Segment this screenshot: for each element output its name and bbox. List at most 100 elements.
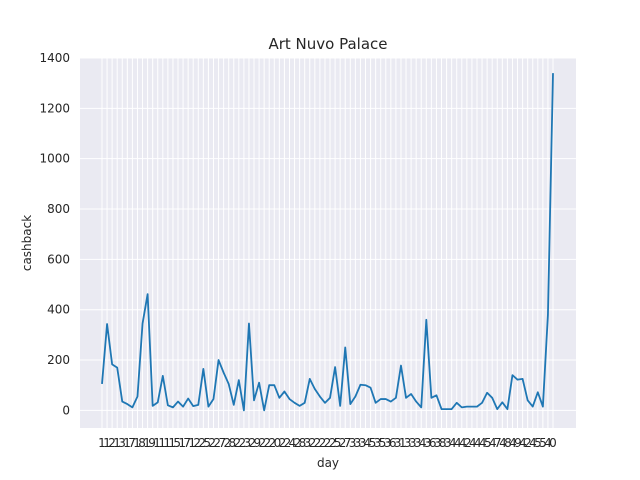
x-tick-label: 0	[274, 436, 282, 450]
x-tick-label: 2	[108, 436, 116, 450]
x-tick-label: 4	[289, 436, 297, 450]
x-tick-label: 1	[153, 436, 161, 450]
x-tick-label: 2	[464, 436, 472, 450]
y-tick-labels: 0 200 400 600 800 1000 1200 1400	[39, 51, 70, 417]
x-tick-label: 3	[444, 436, 452, 450]
x-tick-label: 9	[148, 436, 156, 450]
x-tick-label: 8	[504, 436, 512, 450]
x-tick-label: 3	[304, 436, 312, 450]
x-tick-label: 1	[143, 436, 151, 450]
chart-title: Art Nuvo Palace	[268, 35, 387, 53]
x-tick-label: 4	[459, 436, 467, 450]
y-tick-label: 1400	[39, 51, 70, 65]
x-tick-label: 3	[434, 436, 442, 450]
x-tick-label: 2	[193, 436, 201, 450]
x-tick-label: 0	[549, 436, 557, 450]
x-tick-label: 6	[429, 436, 437, 450]
x-tick-label: 5	[369, 436, 377, 450]
y-tick-label: 200	[47, 353, 70, 367]
x-tick-label: 2	[329, 436, 337, 450]
x-tick-label: 4	[489, 436, 497, 450]
x-tick-label: 3	[354, 436, 362, 450]
x-tick-label: 4	[469, 436, 477, 450]
x-tick-label: 4	[519, 436, 527, 450]
x-tick-label: 2	[223, 436, 231, 450]
x-tick-label: 2	[213, 436, 221, 450]
x-tick-label: 7	[494, 436, 502, 450]
x-tick-label: 2	[198, 436, 206, 450]
x-tick-label: 8	[299, 436, 307, 450]
x-tick-label: 4	[544, 436, 552, 450]
x-tick-label: 1	[399, 436, 407, 450]
x-tick-label: 4	[479, 436, 487, 450]
x-tick-label: 2	[269, 436, 277, 450]
x-tick-label: 3	[349, 436, 357, 450]
x-tick-label: 3	[414, 436, 422, 450]
x-tick-label: 1	[98, 436, 106, 450]
x-tick-label: 2	[324, 436, 332, 450]
x-tick-label: 4	[454, 436, 462, 450]
x-tick-label: 2	[208, 436, 216, 450]
x-tick-label: 3	[118, 436, 126, 450]
x-tick-label: 7	[218, 436, 226, 450]
x-tick-label: 9	[514, 436, 522, 450]
x-tick-label: 3	[359, 436, 367, 450]
x-tick-label: 8	[228, 436, 236, 450]
plot-area	[80, 58, 576, 428]
x-tick-labels: 1121317181911115171225227282232922202242…	[98, 436, 557, 450]
x-tick-label: 5	[539, 436, 547, 450]
x-tick-label: 1	[133, 436, 141, 450]
x-tick-label: 2	[279, 436, 287, 450]
x-axis-label: day	[317, 456, 339, 470]
x-tick-label: 1	[178, 436, 186, 450]
x-tick-label: 1	[188, 436, 196, 450]
y-tick-label: 1200	[39, 101, 70, 115]
x-tick-label: 8	[138, 436, 146, 450]
x-tick-label: 4	[509, 436, 517, 450]
x-tick-label: 1	[168, 436, 176, 450]
x-tick-label: 5	[173, 436, 181, 450]
x-tick-label: 2	[339, 436, 347, 450]
x-tick-label: 9	[254, 436, 262, 450]
x-tick-label: 5	[379, 436, 387, 450]
x-tick-label: 6	[389, 436, 397, 450]
x-tick-label: 1	[113, 436, 121, 450]
x-tick-label: 4	[449, 436, 457, 450]
x-tick-label: 3	[409, 436, 417, 450]
y-tick-label: 0	[62, 403, 70, 417]
x-tick-label: 3	[404, 436, 412, 450]
x-tick-label: 2	[249, 436, 257, 450]
x-tick-label: 7	[183, 436, 191, 450]
series-line	[101, 73, 554, 412]
x-tick-label: 3	[384, 436, 392, 450]
x-tick-label: 4	[474, 436, 482, 450]
y-tick-label: 400	[47, 303, 70, 317]
x-tick-label: 3	[374, 436, 382, 450]
y-axis-label: cashback	[20, 215, 34, 271]
y-tick-label: 1000	[39, 152, 70, 166]
x-tick-label: 2	[284, 436, 292, 450]
x-tick-label: 2	[259, 436, 267, 450]
x-tick-label: 7	[128, 436, 136, 450]
x-tick-label: 2	[314, 436, 322, 450]
x-tick-label: 3	[394, 436, 402, 450]
x-tick-label: 2	[264, 436, 272, 450]
x-tick-label: 4	[364, 436, 372, 450]
x-tick-label: 1	[103, 436, 111, 450]
x-tick-label: 3	[424, 436, 432, 450]
x-gridlines	[101, 58, 554, 428]
x-tick-label: 5	[484, 436, 492, 450]
x-tick-label: 4	[529, 436, 537, 450]
x-tick-label: 5	[534, 436, 542, 450]
x-tick-label: 2	[233, 436, 241, 450]
y-tick-label: 600	[47, 252, 70, 266]
x-tick-label: 2	[309, 436, 317, 450]
x-tick-label: 8	[439, 436, 447, 450]
x-tick-label: 5	[334, 436, 342, 450]
x-tick-label: 1	[123, 436, 131, 450]
x-tick-label: 7	[344, 436, 352, 450]
x-tick-label: 5	[203, 436, 211, 450]
x-tick-label: 4	[419, 436, 427, 450]
x-tick-label: 4	[499, 436, 507, 450]
